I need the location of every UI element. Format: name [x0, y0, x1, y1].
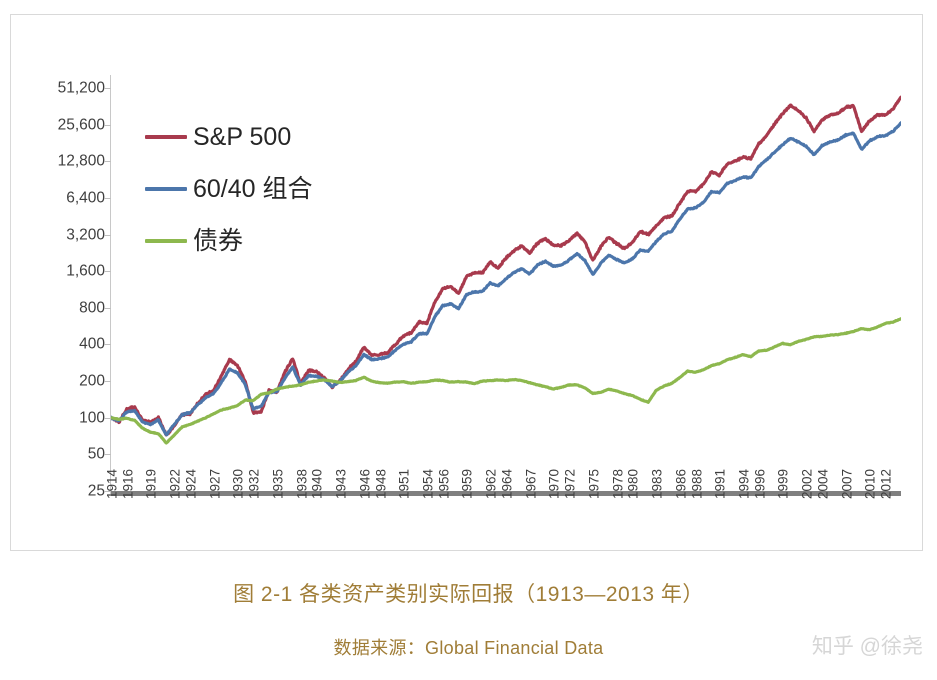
legend-swatch-6040 [145, 187, 187, 191]
x-tick-label: 2010 [862, 468, 878, 499]
y-tick-label: 25,600 [57, 115, 105, 133]
x-tick-label: 1922 [167, 468, 183, 499]
chart-frame: 51,200 25,600 12,800 6,400 3,200 1,600 800 400 2… [10, 14, 923, 551]
x-tick-label: 2004 [815, 468, 831, 499]
x-tick-label: 1964 [499, 468, 515, 499]
x-tick-label: 1943 [333, 468, 349, 499]
x-tick-label: 1988 [689, 468, 704, 499]
series-line [111, 121, 901, 437]
x-tick-label: 1994 [736, 468, 752, 499]
x-tick-label: 1914 [104, 468, 120, 499]
y-axis-tick-labels: 51,200 25,600 12,800 6,400 3,200 1,600 800 400 2… [21, 70, 105, 500]
legend-swatch-sp500 [145, 135, 187, 139]
x-tick-label: 1970 [546, 468, 562, 499]
legend-label-6040: 60/40 组合 [193, 174, 313, 203]
x-tick-label: 1954 [420, 468, 436, 499]
y-tick-mark [104, 88, 111, 89]
x-tick-label: 1948 [373, 468, 388, 499]
y-tick-label: 12,800 [57, 152, 105, 170]
y-tick-mark [104, 271, 111, 273]
x-tick-label: 2012 [878, 468, 894, 499]
x-axis-tick-labels: 1914 1916 1919 1922 1924 1927 1930 1932 1935 1938… [104, 469, 901, 559]
y-tick-label: 50 [87, 445, 105, 463]
y-tick-label: 51,200 [57, 79, 105, 97]
y-tick-label: 200 [79, 372, 105, 390]
x-tick-label: 1927 [207, 468, 223, 499]
x-tick-label: 1951 [396, 468, 412, 499]
series-line [111, 95, 901, 437]
x-tick-label: 1983 [649, 468, 665, 499]
x-tick-label: 1938 [294, 468, 309, 499]
plot-area [111, 70, 901, 491]
x-tick-label: 1996 [752, 468, 768, 499]
legend-swatch-bonds [145, 239, 187, 243]
x-tick-label: 1916 [120, 468, 136, 499]
series-canvas [111, 95, 901, 445]
x-tick-label: 1959 [459, 468, 475, 499]
x-tick-label: 1999 [775, 468, 791, 499]
y-tick-mark [104, 124, 111, 126]
x-tick-label: 1975 [586, 468, 602, 499]
y-tick-mark [104, 344, 111, 346]
y-tick-label: 25 [87, 482, 105, 500]
x-tick-label: 1980 [625, 468, 641, 499]
x-tick-label: 1991 [712, 468, 728, 499]
watermark: 知乎 @徐尧 [811, 635, 923, 658]
y-tick-label: 800 [79, 299, 105, 317]
y-tick-mark [104, 381, 111, 383]
y-tick-mark [104, 161, 111, 163]
x-tick-label: 2002 [799, 468, 815, 499]
x-tick-label: 1946 [357, 468, 373, 499]
x-tick-label: 1932 [246, 468, 262, 499]
x-tick-label: 1930 [230, 468, 246, 499]
legend-label-bonds: 债券 [193, 226, 244, 255]
x-tick-label: 2007 [839, 468, 855, 499]
series-line [111, 317, 901, 445]
legend-item-bonds[interactable]: 债券 [145, 215, 405, 267]
x-tick-label: 1978 [610, 468, 625, 499]
figure-source: 数据来源：Global Financial Data [333, 638, 604, 658]
y-axis-line [110, 75, 111, 494]
x-tick-label: 1924 [183, 468, 199, 499]
x-tick-label: 1940 [309, 468, 325, 499]
y-tick-mark [104, 491, 111, 492]
figure-caption: 图 2-1 各类资产类别实际回报（1913—2013 年） [233, 583, 704, 606]
x-tick-label: 1935 [270, 468, 286, 499]
y-tick-label: 100 [79, 408, 105, 426]
x-tick-label: 1956 [436, 468, 452, 499]
y-tick-label: 1,600 [66, 262, 105, 280]
x-tick-label: 1962 [483, 468, 499, 499]
x-tick-label: 1919 [143, 468, 159, 499]
y-tick-label: 6,400 [66, 189, 105, 207]
y-tick-mark [104, 197, 111, 199]
legend-label-sp500: S&P 500 [193, 122, 292, 151]
x-tick-label: 1967 [523, 468, 539, 499]
y-tick-label: 400 [79, 335, 105, 353]
y-tick-mark [104, 307, 111, 309]
chart-legend: S&P 500 60/40 组合 债券 [145, 111, 405, 267]
y-tick-mark [104, 417, 111, 419]
x-axis-line [111, 491, 901, 496]
x-tick-label: 1986 [673, 468, 689, 499]
y-tick-label: 3,200 [66, 225, 105, 243]
legend-item-6040[interactable]: 60/40 组合 [145, 163, 405, 215]
y-tick-mark [104, 234, 111, 236]
legend-item-sp500[interactable]: S&P 500 [145, 111, 405, 163]
y-tick-mark [104, 454, 111, 456]
x-tick-label: 1972 [562, 468, 578, 499]
